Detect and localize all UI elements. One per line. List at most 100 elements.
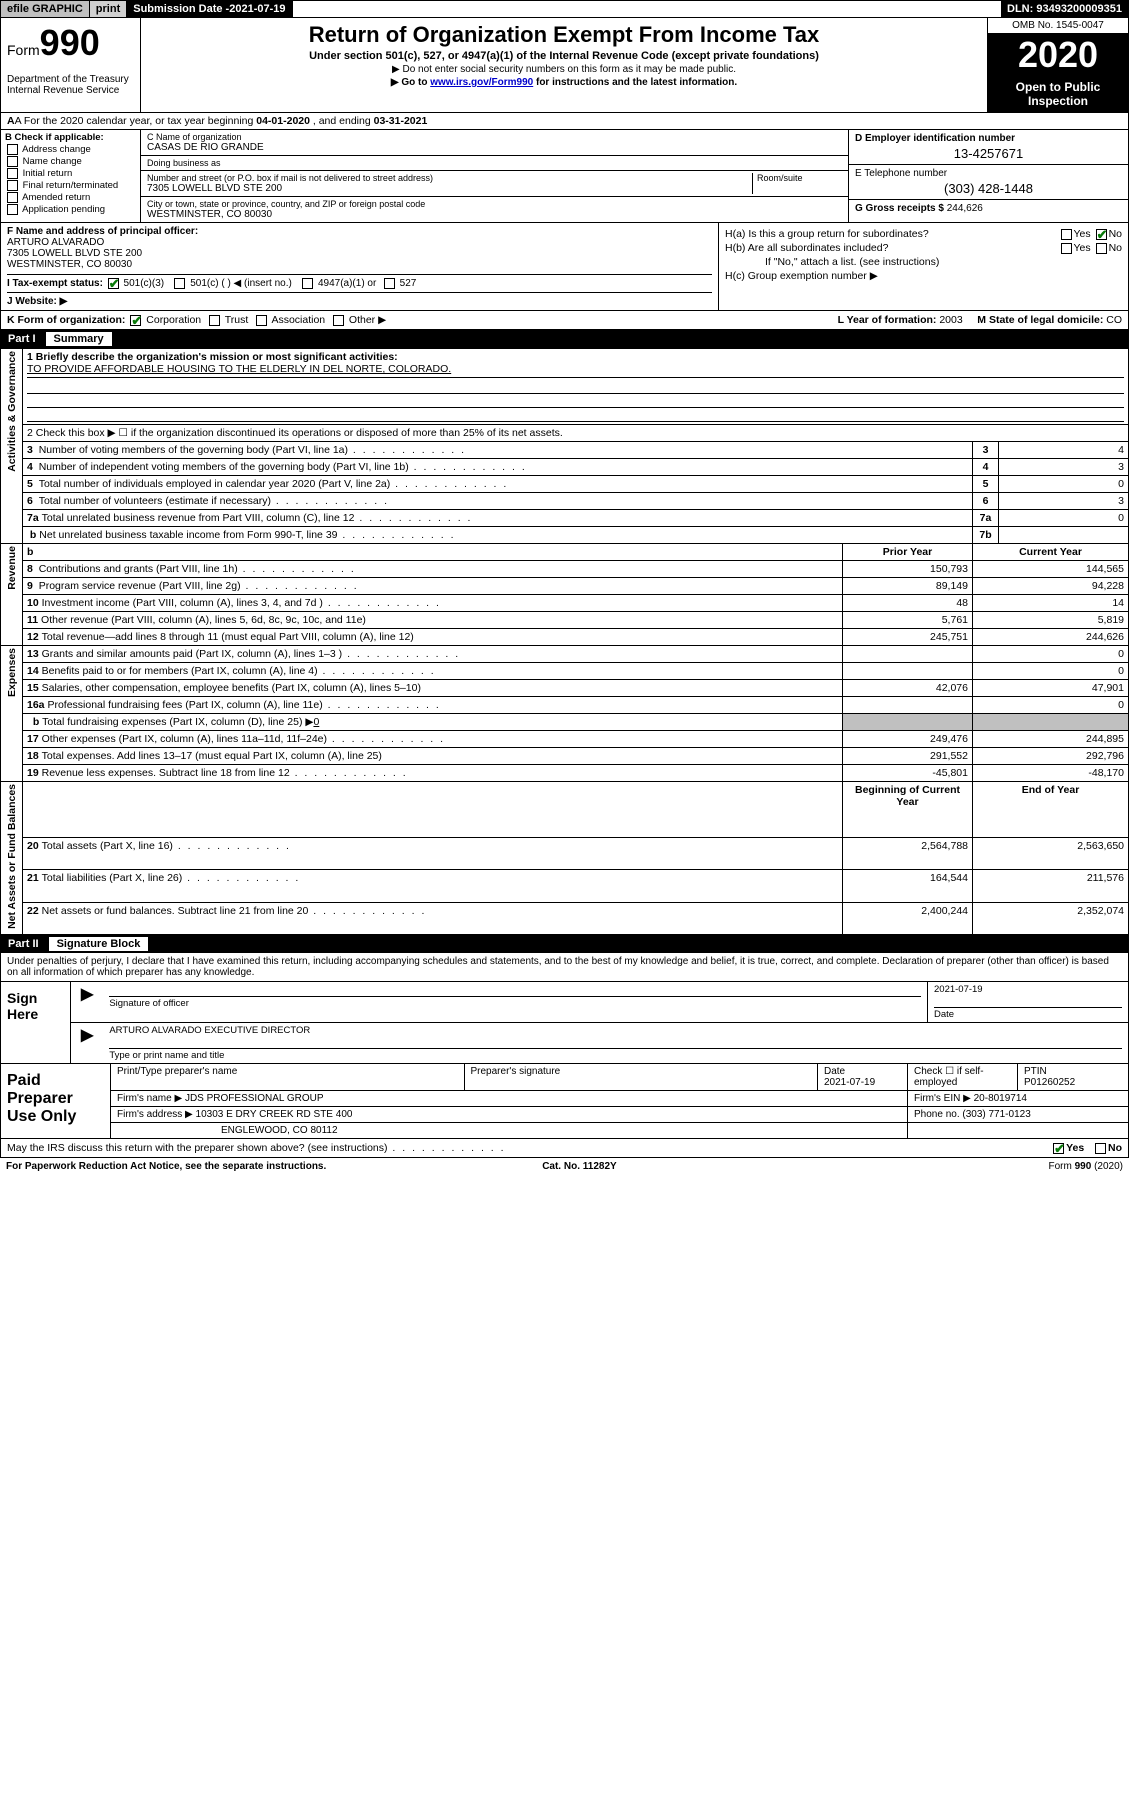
cb-501c[interactable] bbox=[174, 278, 185, 289]
c13: 0 bbox=[973, 646, 1129, 663]
c8: 144,565 bbox=[973, 561, 1129, 578]
form-title: Return of Organization Exempt From Incom… bbox=[145, 22, 983, 48]
cb-trust[interactable] bbox=[209, 315, 220, 326]
note-link-post: for instructions and the latest informat… bbox=[533, 77, 737, 88]
ein-value: 13-4257671 bbox=[855, 146, 1122, 161]
p15: 42,076 bbox=[843, 680, 973, 697]
side-expenses: Expenses bbox=[1, 646, 23, 782]
col-b-checkboxes: B Check if applicable: Address change Na… bbox=[1, 130, 141, 222]
c9: 94,228 bbox=[973, 578, 1129, 595]
prep-sig-hdr: Preparer's signature bbox=[465, 1064, 819, 1090]
sig-officer-label: Signature of officer bbox=[109, 996, 921, 1009]
cb-ha-no[interactable] bbox=[1096, 229, 1107, 240]
hc-line: H(c) Group exemption number ▶ bbox=[725, 270, 1122, 282]
ein-row: D Employer identification number 13-4257… bbox=[849, 130, 1128, 165]
ha-label: H(a) Is this a group return for subordin… bbox=[725, 228, 929, 240]
cb-name-change[interactable]: Name change bbox=[5, 156, 136, 167]
e21: 211,576 bbox=[973, 870, 1129, 902]
cb-initial-return[interactable]: Initial return bbox=[5, 168, 136, 179]
col-d: D Employer identification number 13-4257… bbox=[848, 130, 1128, 222]
opt-527: 527 bbox=[400, 278, 417, 289]
firm-name-cell: Firm's name ▶ JDS PROFESSIONAL GROUP bbox=[111, 1091, 908, 1106]
cb-hb-no[interactable] bbox=[1096, 243, 1107, 254]
firm-phone-cell: Phone no. (303) 771-0123 bbox=[908, 1107, 1128, 1122]
prep-selfemp: Check ☐ if self-employed bbox=[908, 1064, 1018, 1090]
part2-header: Part II Signature Block bbox=[0, 935, 1129, 953]
cb-amended[interactable]: Amended return bbox=[5, 192, 136, 203]
col-b-label: B Check if applicable: bbox=[5, 132, 136, 143]
p13 bbox=[843, 646, 973, 663]
c15: 47,901 bbox=[973, 680, 1129, 697]
header-right: OMB No. 1545-0047 2020 Open to Public In… bbox=[988, 18, 1128, 112]
hb-note: If "No," attach a list. (see instruction… bbox=[725, 256, 1122, 268]
v6: 3 bbox=[999, 493, 1129, 510]
opt-501c3: 501(c)(3) bbox=[124, 278, 165, 289]
street-label: Number and street (or P.O. box if mail i… bbox=[147, 173, 752, 183]
mission-text: TO PROVIDE AFFORDABLE HOUSING TO THE ELD… bbox=[27, 363, 1124, 378]
firm-addr-cell: Firm's address ▶ 10303 E DRY CREEK RD ST… bbox=[111, 1107, 908, 1122]
cb-final-return[interactable]: Final return/terminated bbox=[5, 180, 136, 191]
cb-app-pending[interactable]: Application pending bbox=[5, 204, 136, 215]
instructions-link[interactable]: www.irs.gov/Form990 bbox=[430, 77, 533, 88]
sig-officer-cell: Signature of officer bbox=[103, 982, 928, 1022]
line13: 13 Grants and similar amounts paid (Part… bbox=[23, 646, 843, 663]
phone-row: E Telephone number (303) 428-1448 bbox=[849, 165, 1128, 200]
side-activities: Activities & Governance bbox=[1, 349, 23, 544]
cb-4947[interactable] bbox=[302, 278, 313, 289]
footer-left: For Paperwork Reduction Act Notice, see … bbox=[6, 1161, 326, 1172]
cb-discuss-yes[interactable] bbox=[1053, 1143, 1064, 1154]
row-a-begin: 04-01-2020 bbox=[256, 115, 310, 127]
tax-status-label: I Tax-exempt status: bbox=[7, 278, 103, 289]
form-org-label: K Form of organization: bbox=[7, 314, 125, 326]
part1-header: Part I Summary bbox=[0, 330, 1129, 348]
p17: 249,476 bbox=[843, 731, 973, 748]
line19: 19 Revenue less expenses. Subtract line … bbox=[23, 765, 843, 782]
c17: 244,895 bbox=[973, 731, 1129, 748]
header-mid: Return of Organization Exempt From Incom… bbox=[141, 18, 988, 112]
discuss-row: May the IRS discuss this return with the… bbox=[0, 1139, 1129, 1158]
p18: 291,552 bbox=[843, 748, 973, 765]
submission-date-value: 2021-07-19 bbox=[229, 3, 285, 15]
cb-ha-yes[interactable] bbox=[1061, 229, 1072, 240]
e20: 2,563,650 bbox=[973, 837, 1129, 869]
part2-num: Part II bbox=[8, 938, 39, 950]
row-a-mid: , and ending bbox=[310, 115, 374, 127]
cb-527[interactable] bbox=[384, 278, 395, 289]
row-a-end: 03-31-2021 bbox=[374, 115, 428, 127]
line7a: 7a Total unrelated business revenue from… bbox=[23, 510, 973, 527]
officer-addr2: WESTMINSTER, CO 80030 bbox=[7, 259, 132, 270]
submission-date-label: Submission Date - bbox=[133, 3, 229, 15]
sig-name: ARTURO ALVARADO EXECUTIVE DIRECTOR bbox=[109, 1025, 1122, 1036]
sig-name-label: Type or print name and title bbox=[109, 1048, 1122, 1061]
cb-assoc[interactable] bbox=[256, 315, 267, 326]
cb-address-change[interactable]: Address change bbox=[5, 144, 136, 155]
prep-date: 2021-07-19 bbox=[824, 1077, 875, 1088]
org-name: CASAS DE RIO GRANDE bbox=[147, 142, 842, 153]
phone-value: (303) 428-1448 bbox=[855, 181, 1122, 196]
line18: 18 Total expenses. Add lines 13–17 (must… bbox=[23, 748, 843, 765]
cb-other[interactable] bbox=[333, 315, 344, 326]
cb-501c3[interactable] bbox=[108, 278, 119, 289]
e22: 2,352,074 bbox=[973, 902, 1129, 935]
col-c-org-info: C Name of organization CASAS DE RIO GRAN… bbox=[141, 130, 848, 222]
sig-date-cell: 2021-07-19 Date bbox=[928, 982, 1128, 1022]
city-row: City or town, state or province, country… bbox=[141, 197, 848, 222]
sign-here-block: Sign Here ▶ Signature of officer 2021-07… bbox=[0, 982, 1129, 1064]
sig-date-label: Date bbox=[934, 1007, 1122, 1020]
cb-discuss-no[interactable] bbox=[1095, 1143, 1106, 1154]
p14 bbox=[843, 663, 973, 680]
sig-intro: Under penalties of perjury, I declare th… bbox=[0, 953, 1129, 982]
officer-addr1: 7305 LOWELL BLVD STE 200 bbox=[7, 248, 142, 259]
prep-name-hdr: Print/Type preparer's name bbox=[111, 1064, 465, 1090]
opt-501c: 501(c) ( ) ◀ (insert no.) bbox=[190, 278, 292, 289]
note-link-pre: ▶ Go to bbox=[391, 77, 430, 88]
row-a-pre: A For the 2020 calendar year, or tax yea… bbox=[15, 115, 257, 127]
cb-hb-yes[interactable] bbox=[1061, 243, 1072, 254]
print-button[interactable]: print bbox=[90, 1, 127, 17]
cb-corp[interactable] bbox=[130, 315, 141, 326]
block-bcd: B Check if applicable: Address change Na… bbox=[0, 130, 1129, 223]
sig-name-cell: ARTURO ALVARADO EXECUTIVE DIRECTOR Type … bbox=[103, 1023, 1128, 1063]
domicile: CO bbox=[1106, 314, 1122, 326]
p10: 48 bbox=[843, 595, 973, 612]
block-fh: F Name and address of principal officer:… bbox=[0, 223, 1129, 311]
